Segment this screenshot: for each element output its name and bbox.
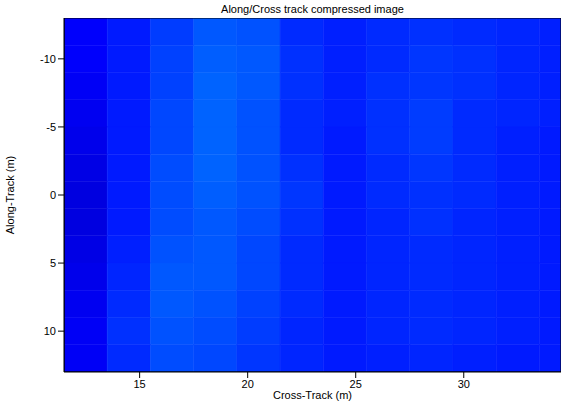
- svg-text:30: 30: [458, 378, 470, 390]
- svg-text:15: 15: [134, 378, 146, 390]
- html-text:Along/Cross track compressed i: Along/Cross track compressed image: [221, 3, 404, 15]
- svg-text:10: 10: [44, 325, 56, 337]
- svg-text:Cross-Track (m): Cross-Track (m): [273, 389, 352, 401]
- svg-text:Along-Track (m): Along-Track (m): [4, 156, 16, 234]
- svg-text:20: 20: [242, 378, 254, 390]
- svg-text:-10: -10: [40, 53, 56, 65]
- svg-text:25: 25: [350, 378, 362, 390]
- svg-text:0: 0: [50, 189, 56, 201]
- svg-text:-5: -5: [46, 121, 56, 133]
- svg-text:5: 5: [50, 257, 56, 269]
